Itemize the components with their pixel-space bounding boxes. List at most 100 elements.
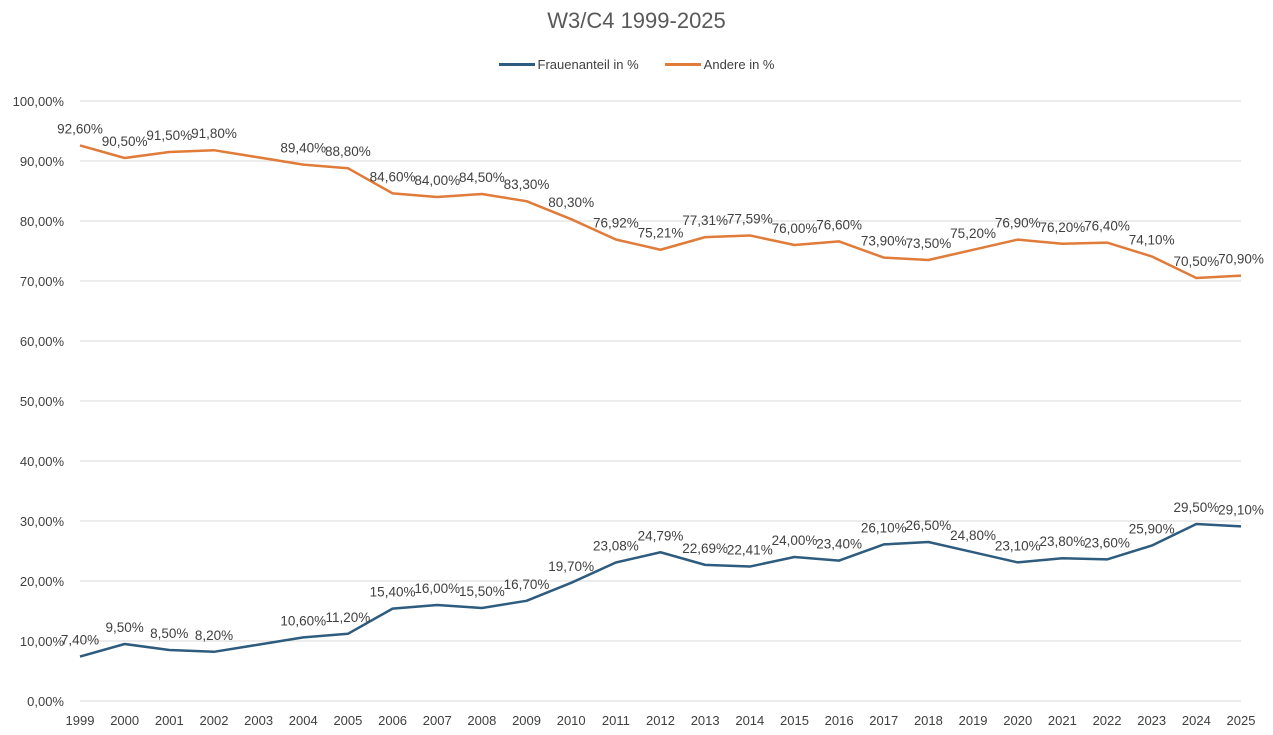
x-tick-label: 2002 bbox=[200, 713, 229, 728]
data-label: 90,50% bbox=[102, 134, 148, 149]
data-label: 73,50% bbox=[906, 236, 952, 251]
x-tick-label: 2004 bbox=[289, 713, 318, 728]
data-label: 24,00% bbox=[772, 533, 818, 548]
data-label: 73,90% bbox=[861, 234, 907, 249]
data-label: 26,50% bbox=[906, 518, 952, 533]
x-tick-label: 2017 bbox=[869, 713, 898, 728]
data-label: 76,90% bbox=[995, 216, 1041, 231]
data-label: 76,00% bbox=[772, 221, 818, 236]
data-label: 75,20% bbox=[950, 226, 996, 241]
data-label: 84,00% bbox=[414, 173, 460, 188]
data-label: 8,50% bbox=[150, 626, 188, 641]
y-tick-label: 60,00% bbox=[20, 334, 65, 349]
x-tick-label: 2012 bbox=[646, 713, 675, 728]
legend-swatch-frauenanteil bbox=[498, 63, 535, 66]
x-tick-label: 2015 bbox=[780, 713, 809, 728]
data-label: 23,08% bbox=[593, 539, 639, 554]
legend-item-frauenanteil: Frauenanteil in % bbox=[498, 57, 639, 72]
data-label: 19,70% bbox=[548, 559, 594, 574]
y-tick-label: 30,00% bbox=[20, 514, 65, 529]
data-label: 16,00% bbox=[414, 581, 460, 596]
data-label: 70,50% bbox=[1173, 254, 1219, 269]
legend-item-andere: Andere in % bbox=[664, 57, 775, 72]
x-tick-label: 1999 bbox=[66, 713, 95, 728]
y-tick-label: 0,00% bbox=[27, 694, 64, 709]
legend: Frauenanteil in % Andere in % bbox=[0, 57, 1273, 72]
data-label: 15,40% bbox=[370, 585, 416, 600]
x-tick-label: 2006 bbox=[378, 713, 407, 728]
data-label: 80,30% bbox=[548, 195, 594, 210]
data-label: 15,50% bbox=[459, 584, 505, 599]
data-label: 11,20% bbox=[326, 610, 371, 625]
data-label: 76,92% bbox=[593, 215, 639, 230]
x-tick-label: 2013 bbox=[691, 713, 720, 728]
data-label: 70,90% bbox=[1218, 252, 1264, 267]
data-label: 23,60% bbox=[1084, 535, 1130, 550]
x-tick-label: 2023 bbox=[1137, 713, 1166, 728]
x-tick-label: 2000 bbox=[110, 713, 139, 728]
x-tick-label: 2021 bbox=[1048, 713, 1077, 728]
data-label: 76,20% bbox=[1039, 220, 1085, 235]
data-label: 25,90% bbox=[1129, 522, 1175, 537]
x-tick-label: 2007 bbox=[423, 713, 452, 728]
data-label: 29,10% bbox=[1218, 502, 1264, 517]
data-label: 24,80% bbox=[950, 528, 996, 543]
legend-label-frauenanteil: Frauenanteil in % bbox=[537, 57, 639, 72]
y-tick-label: 80,00% bbox=[20, 214, 65, 229]
data-label: 10,60% bbox=[280, 613, 326, 628]
data-label: 88,80% bbox=[325, 144, 371, 159]
data-label: 26,10% bbox=[861, 520, 907, 535]
data-label: 7,40% bbox=[61, 633, 99, 648]
data-label: 83,30% bbox=[504, 177, 550, 192]
data-label: 22,41% bbox=[727, 543, 773, 558]
y-tick-label: 40,00% bbox=[20, 454, 65, 469]
legend-label-andere: Andere in % bbox=[703, 57, 775, 72]
data-label: 76,40% bbox=[1084, 219, 1130, 234]
x-tick-label: 2009 bbox=[512, 713, 541, 728]
data-label: 23,40% bbox=[816, 537, 862, 552]
x-tick-label: 2003 bbox=[244, 713, 273, 728]
x-tick-label: 2005 bbox=[333, 713, 362, 728]
x-tick-label: 2024 bbox=[1182, 713, 1211, 728]
data-label: 91,50% bbox=[146, 128, 192, 143]
data-label: 75,21% bbox=[638, 226, 684, 241]
x-tick-label: 2019 bbox=[959, 713, 988, 728]
data-label: 84,50% bbox=[459, 170, 505, 185]
data-label: 16,70% bbox=[504, 577, 550, 592]
data-label: 77,31% bbox=[682, 213, 728, 228]
x-tick-label: 2001 bbox=[155, 713, 184, 728]
series-line-andere bbox=[79, 144, 1242, 280]
data-label: 22,69% bbox=[682, 541, 728, 556]
data-label: 24,79% bbox=[638, 528, 684, 543]
legend-swatch-andere bbox=[664, 63, 701, 66]
x-tick-label: 2010 bbox=[557, 713, 586, 728]
data-label: 74,10% bbox=[1129, 232, 1175, 247]
y-tick-label: 100,00% bbox=[13, 94, 65, 109]
data-label: 77,59% bbox=[727, 211, 773, 226]
x-tick-label: 2014 bbox=[735, 713, 764, 728]
x-tick-label: 2022 bbox=[1093, 713, 1122, 728]
data-label: 29,50% bbox=[1173, 500, 1219, 515]
data-label: 92,60% bbox=[57, 121, 103, 136]
data-label: 8,20% bbox=[195, 628, 233, 643]
data-label: 76,60% bbox=[816, 217, 862, 232]
chart-title: W3/C4 1999-2025 bbox=[547, 8, 726, 33]
data-label: 91,80% bbox=[191, 126, 237, 141]
y-tick-label: 50,00% bbox=[20, 394, 65, 409]
x-tick-label: 2008 bbox=[467, 713, 496, 728]
x-tick-label: 2020 bbox=[1003, 713, 1032, 728]
x-tick-label: 2018 bbox=[914, 713, 943, 728]
y-tick-label: 70,00% bbox=[20, 274, 65, 289]
y-tick-label: 10,00% bbox=[20, 634, 65, 649]
x-tick-label: 2016 bbox=[825, 713, 854, 728]
y-tick-label: 20,00% bbox=[20, 574, 65, 589]
data-label: 23,10% bbox=[995, 538, 1041, 553]
x-tick-label: 2025 bbox=[1227, 713, 1256, 728]
x-tick-label: 2011 bbox=[602, 713, 630, 728]
data-label: 84,60% bbox=[370, 169, 416, 184]
y-tick-label: 90,00% bbox=[20, 154, 65, 169]
data-label: 89,40% bbox=[280, 141, 326, 156]
data-label: 9,50% bbox=[106, 620, 144, 635]
data-label: 23,80% bbox=[1039, 534, 1085, 549]
